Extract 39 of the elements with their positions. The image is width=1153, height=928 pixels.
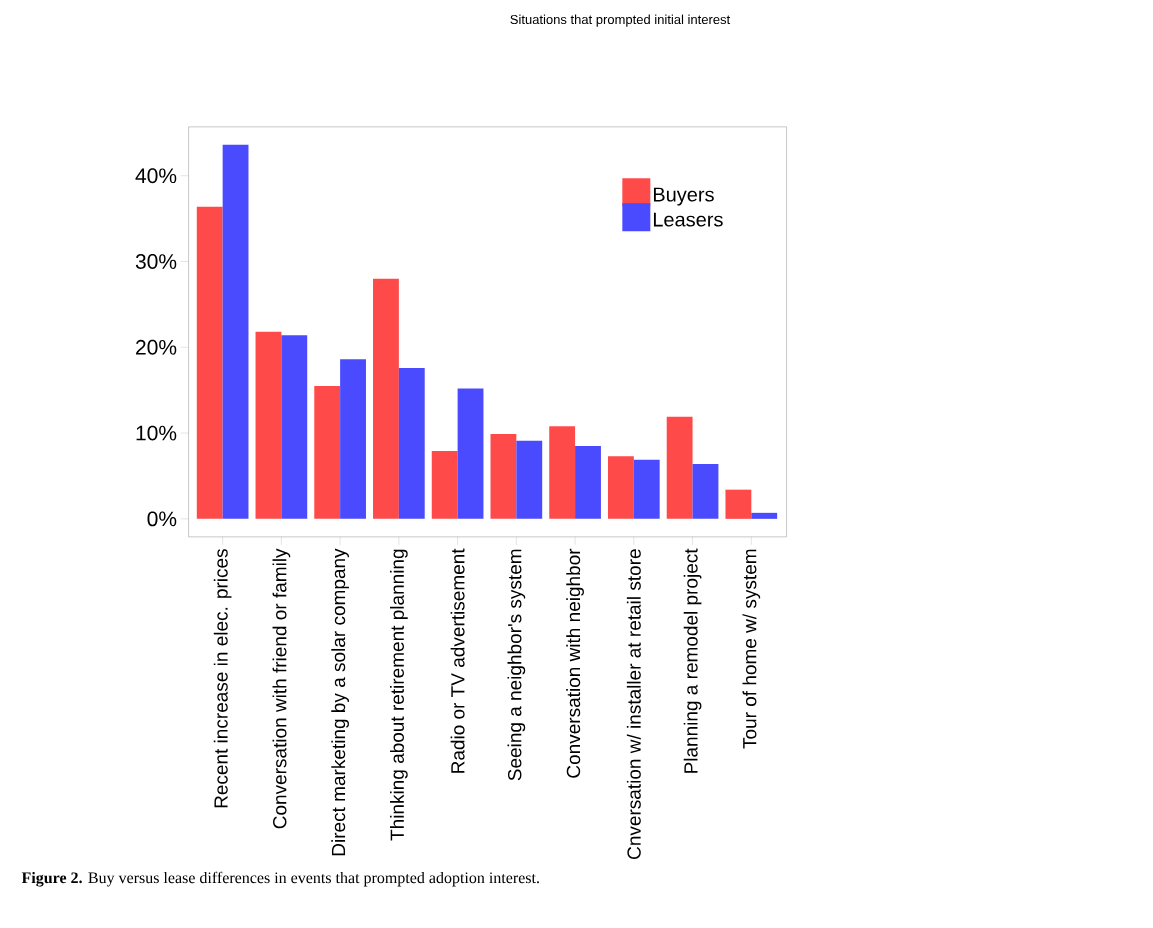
y-tick-label: 10% bbox=[136, 425, 177, 441]
x-tick-label: Planning a remodel project bbox=[683, 548, 702, 773]
bar bbox=[281, 335, 308, 519]
bar bbox=[196, 206, 223, 519]
y-tick-label: 0% bbox=[147, 511, 177, 527]
legend-label: Buyers bbox=[653, 187, 714, 206]
bar bbox=[751, 512, 778, 519]
x-tick-label: Conversation with neighbor bbox=[566, 548, 584, 778]
bar bbox=[398, 367, 425, 519]
bar bbox=[373, 278, 399, 519]
bar bbox=[666, 416, 693, 519]
bar bbox=[575, 445, 601, 519]
x-tick-label: Thinking about retirement planning bbox=[390, 549, 408, 841]
y-tick-label: 30% bbox=[135, 254, 177, 269]
x-tick-label: Radio or TV advertisement bbox=[450, 548, 465, 773]
bar bbox=[457, 388, 484, 519]
x-tick-label: Conversation with friend or family bbox=[272, 548, 291, 829]
y-tick-label: 20% bbox=[136, 339, 177, 355]
x-tick-label: Seeing a neighbor's system bbox=[507, 549, 526, 781]
bar bbox=[490, 433, 517, 519]
bar bbox=[516, 440, 543, 519]
bar bbox=[549, 426, 576, 519]
x-tick-label: Cnversation w/ installer at retail store bbox=[626, 549, 641, 859]
bar bbox=[222, 144, 249, 519]
bar bbox=[725, 489, 752, 519]
bar bbox=[607, 456, 634, 519]
y-tick-label: 40% bbox=[135, 168, 177, 184]
legend-label: Leasers bbox=[653, 212, 723, 227]
bar bbox=[340, 359, 366, 519]
bar bbox=[314, 385, 341, 519]
x-tick-label: Direct marketing by a solar company bbox=[331, 548, 349, 856]
x-tick-label: Recent increase in elec. prices bbox=[213, 549, 232, 808]
text: Figure 2. Buy versus lease differences in events that prompted adoption interest. bbox=[21, 871, 539, 887]
x-tick-label: Tour of home w/ system bbox=[742, 549, 761, 749]
bar bbox=[431, 451, 458, 519]
bar bbox=[255, 331, 282, 519]
bar bbox=[692, 463, 719, 519]
bar bbox=[633, 459, 660, 519]
chart-title: Situations that prompted initial interest bbox=[510, 14, 731, 27]
